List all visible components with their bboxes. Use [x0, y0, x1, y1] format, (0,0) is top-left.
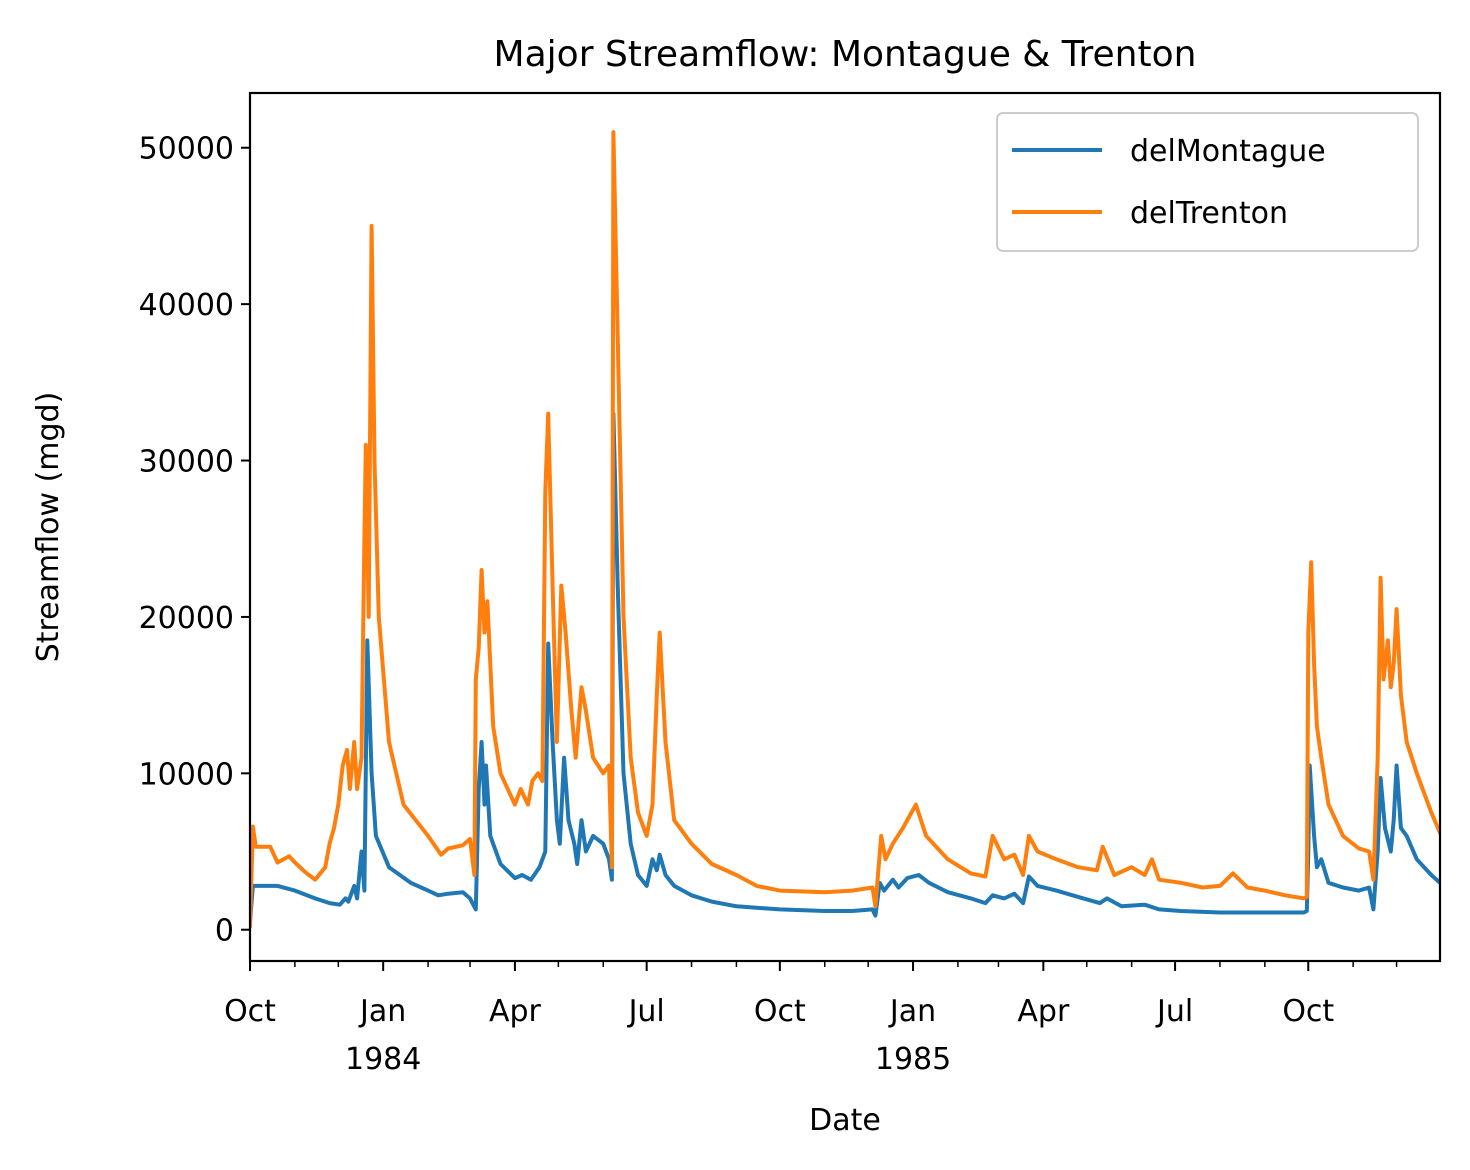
legend-label-delMontague: delMontague — [1130, 134, 1326, 169]
y-tick-label: 30000 — [139, 445, 234, 480]
x-tick-label: Oct — [1282, 994, 1334, 1029]
x-tick-label: Jan — [358, 994, 406, 1029]
y-tick-label: 20000 — [139, 601, 234, 636]
y-tick-label: 50000 — [139, 132, 234, 167]
y-axis-label: Streamflow (mgd) — [31, 392, 66, 663]
y-axis: 0 10000 20000 30000 40000 50000 — [139, 132, 250, 949]
series-layer — [250, 130, 1440, 929]
x-tick-label: Apr — [1017, 994, 1070, 1029]
legend-box — [996, 112, 1419, 252]
chart-title: Major Streamflow: Montague & Trenton — [494, 34, 1197, 75]
x-tick-year-label: 1985 — [875, 1042, 951, 1077]
x-axis-label: Date — [809, 1103, 881, 1138]
y-tick-label: 40000 — [139, 288, 234, 323]
plot-area-frame — [248, 91, 1442, 963]
y-tick-label: 0 — [215, 914, 234, 949]
x-tick-year-label: 1984 — [345, 1042, 421, 1077]
legend-label-delTrenton: delTrenton — [1130, 196, 1288, 231]
x-tick-label: Jul — [1155, 994, 1193, 1029]
y-tick-label: 10000 — [139, 757, 234, 792]
x-tick-label: Jul — [627, 994, 665, 1029]
x-tick-label: Oct — [754, 994, 806, 1029]
legend: delMontague delTrenton — [996, 112, 1419, 252]
x-tick-label: Apr — [489, 994, 542, 1029]
x-tick-label: Oct — [224, 994, 276, 1029]
x-axis: Oct Jan 1984 Apr Jul Oct Jan 1985 Apr Jul Oct — [224, 961, 1398, 1077]
x-tick-label: Jan — [888, 994, 936, 1029]
series-line-delTrenton — [250, 130, 1440, 929]
